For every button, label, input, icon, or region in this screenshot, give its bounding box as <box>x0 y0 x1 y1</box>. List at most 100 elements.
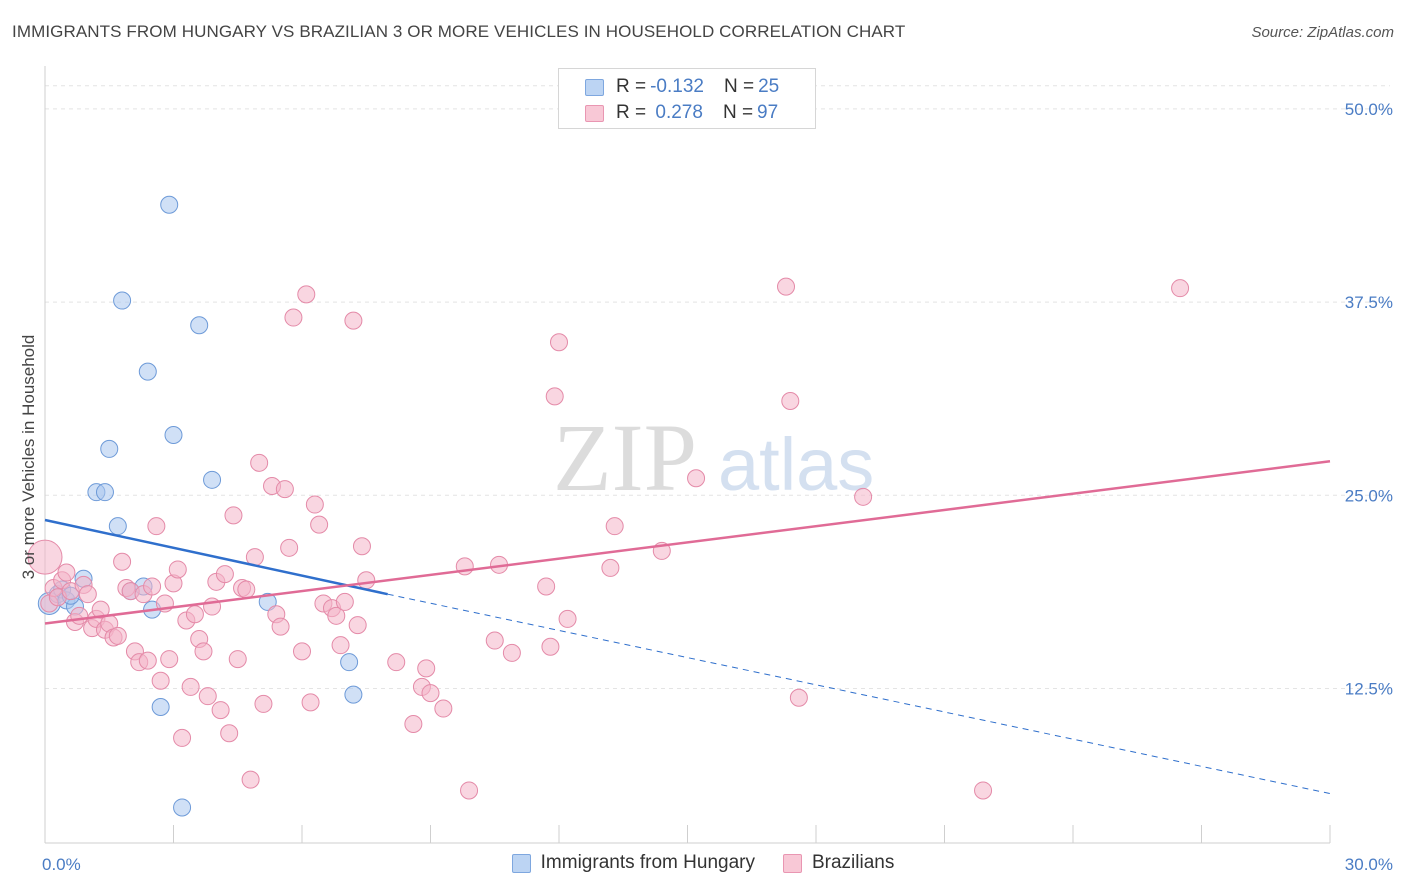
watermark: ZIP atlas <box>553 404 874 511</box>
data-point <box>173 798 192 817</box>
data-point <box>310 515 329 534</box>
legend-row-brazilians: R = 0.278 N = 97 <box>585 101 778 125</box>
x-tick-label: 0.0% <box>42 855 81 874</box>
y-axis-label: 3 or more Vehicles in Household <box>19 335 38 580</box>
data-point <box>113 291 132 310</box>
data-point <box>194 642 213 661</box>
data-point <box>215 565 234 584</box>
data-point <box>687 469 706 488</box>
trend-lines <box>44 460 1331 795</box>
data-point <box>100 439 119 458</box>
data-point <box>254 694 273 713</box>
data-point <box>203 470 222 489</box>
trend-line-extension <box>387 593 1331 795</box>
watermark-atlas: atlas <box>718 423 874 506</box>
data-point <box>224 506 243 525</box>
series-label-hungary: Immigrants from Hungary <box>540 852 755 873</box>
trend-line <box>44 460 1331 625</box>
data-point <box>164 426 183 444</box>
data-point <box>160 650 179 669</box>
data-point <box>387 653 406 672</box>
data-point <box>352 537 371 556</box>
data-point <box>348 616 367 635</box>
data-point <box>357 571 376 590</box>
series-legend-brazilians: Brazilians <box>782 852 895 874</box>
data-point <box>293 642 311 661</box>
data-point <box>502 643 521 662</box>
data-point <box>57 563 76 582</box>
data-point <box>284 308 303 327</box>
data-point <box>160 195 179 214</box>
data-point <box>280 538 299 557</box>
data-point <box>275 480 294 499</box>
data-point <box>485 631 504 650</box>
data-point <box>789 688 808 707</box>
tick-labels: 12.5% 25.0% 37.5% 50.0% 0.0% 30.0% <box>42 100 1393 874</box>
data-point <box>147 517 166 536</box>
data-point <box>417 659 436 678</box>
data-point <box>258 592 277 611</box>
legend-n-value: 97 <box>757 102 779 123</box>
data-point <box>138 651 157 670</box>
data-point <box>143 577 162 596</box>
x-tick-label: 30.0% <box>1345 855 1393 874</box>
legend-n-label: N = <box>722 102 754 123</box>
source-label: Source: ZipAtlas.com <box>1251 24 1394 41</box>
legend-swatch-brazilians <box>585 104 604 122</box>
data-point <box>113 552 132 571</box>
data-point <box>78 585 97 604</box>
data-point <box>198 687 217 706</box>
data-point <box>237 580 256 599</box>
y-tick-label: 50.0% <box>1345 100 1393 119</box>
data-point <box>70 606 89 625</box>
axes <box>44 66 1331 844</box>
trend-line <box>44 518 388 596</box>
y-tick-label: 12.5% <box>1345 679 1393 698</box>
data-point <box>151 671 170 690</box>
y-tick-label: 25.0% <box>1345 486 1393 505</box>
series-swatch-hungary <box>511 853 531 873</box>
data-point <box>335 592 354 611</box>
data-point <box>305 495 324 514</box>
data-point <box>605 517 624 536</box>
data-point <box>190 316 209 335</box>
legend-r-value: 0.278 <box>650 102 703 123</box>
legend-r-value: -0.132 <box>650 76 704 97</box>
data-point <box>545 387 564 406</box>
data-point <box>91 600 110 619</box>
data-point <box>108 517 127 536</box>
legend-r-label: R = <box>616 102 647 123</box>
data-point <box>108 626 127 645</box>
data-point <box>974 781 993 800</box>
data-point <box>344 685 363 704</box>
data-point <box>241 770 260 789</box>
data-point <box>250 453 269 472</box>
data-point <box>601 558 620 577</box>
data-point <box>340 653 359 672</box>
data-point <box>854 487 873 506</box>
data-point <box>27 539 63 575</box>
data-point <box>327 606 346 625</box>
data-point <box>421 684 440 703</box>
chart-title: IMMIGRANTS FROM HUNGARY VS BRAZILIAN 3 O… <box>12 22 906 41</box>
y-tick-label: 37.5% <box>1345 293 1393 312</box>
series-label-brazilians: Brazilians <box>811 852 895 873</box>
legend-n-value: 25 <box>758 76 780 97</box>
data-point <box>173 728 192 747</box>
data-point <box>541 637 560 656</box>
data-point <box>151 698 170 716</box>
legend-swatch-hungary <box>585 78 604 96</box>
legend-row-hungary: R = -0.132 N = 25 <box>585 75 779 99</box>
data-point <box>138 362 157 381</box>
data-point <box>168 560 187 579</box>
watermark-zip: ZIP <box>553 404 697 511</box>
data-point <box>211 701 230 720</box>
data-point <box>297 285 316 304</box>
data-point <box>460 781 479 800</box>
data-point <box>434 699 453 718</box>
data-point <box>220 724 239 743</box>
data-point <box>95 483 114 502</box>
legend-r-label: R = <box>616 76 647 97</box>
data-point <box>271 617 290 636</box>
